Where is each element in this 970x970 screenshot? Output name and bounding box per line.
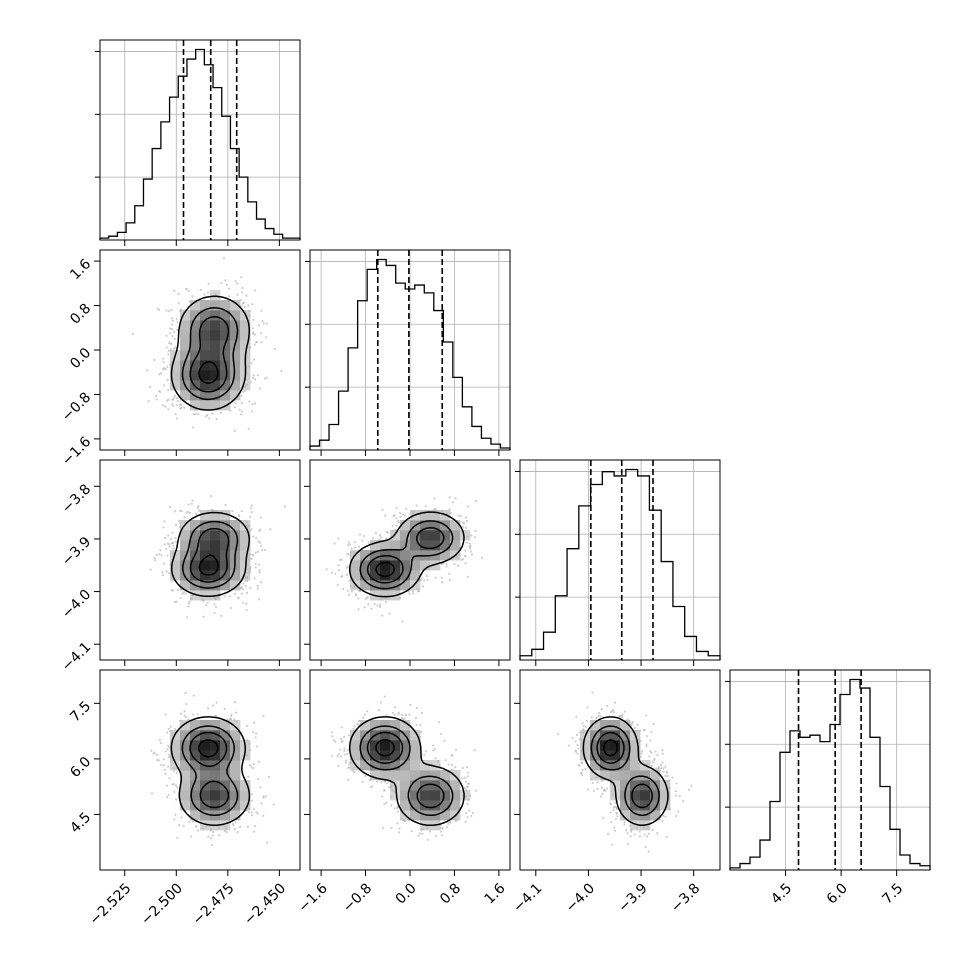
contour-1-0-2 <box>189 316 230 393</box>
contour-3-1-0 <box>348 716 465 827</box>
contour-3-2-0 <box>582 716 669 827</box>
contour-2-0-1 <box>182 520 239 589</box>
x-tick-label-2-3: −3.8 <box>668 880 703 915</box>
contours-3-1 <box>348 716 465 827</box>
x-tick-label-1-1: −0.8 <box>340 880 375 915</box>
y-tick-label-2-2: −3.9 <box>59 534 94 569</box>
contour-3-2-3 <box>602 739 619 757</box>
contour-3-1-3 <box>375 739 395 757</box>
contours-3-0 <box>170 716 251 827</box>
contours-3-2 <box>582 716 669 827</box>
x-tick-label-1-2: 0.0 <box>393 880 420 907</box>
y-tick-label-2-3: −3.8 <box>59 481 94 516</box>
x-tick-label-2-2: −3.9 <box>615 880 650 915</box>
y-tick-label-1-2: 0.0 <box>67 345 94 372</box>
contour-1-0-3 <box>198 360 219 384</box>
panel-2-0 <box>99 459 301 661</box>
scatter-2-1 <box>325 496 484 623</box>
density-3-0 <box>170 720 251 831</box>
contours-1-0 <box>170 295 251 411</box>
contour-1-0-0 <box>170 295 251 411</box>
x-tick-label-1-0: −1.6 <box>296 880 331 915</box>
contour-3-1-2 <box>366 731 445 809</box>
y-tick-label-1-4: 1.6 <box>67 256 94 283</box>
panel-3-0 <box>99 669 301 871</box>
contour-3-0-1 <box>181 725 239 816</box>
contour-2-0-3 <box>198 554 219 576</box>
contour-2-1-1 <box>359 520 454 590</box>
panel-3-3 <box>729 669 931 871</box>
contour-2-0-2 <box>189 527 230 583</box>
x-tick-label-2-1: −4.0 <box>563 880 598 915</box>
contour-1-0-1 <box>181 307 239 401</box>
x-tick-label-3-0: 4.5 <box>768 880 795 907</box>
scatter-3-2 <box>556 691 693 853</box>
contours-2-0 <box>170 511 251 597</box>
contour-2-1-3 <box>375 561 395 578</box>
density-1-0 <box>170 290 251 411</box>
y-tick-label-3-0: 4.5 <box>67 809 94 836</box>
contour-2-0-0 <box>170 511 251 597</box>
contour-3-0-0 <box>170 716 251 827</box>
histogram-2 <box>519 468 721 660</box>
x-tick-label-0-0: −2.525 <box>87 880 135 928</box>
contour-2-1-0 <box>348 511 465 598</box>
contour-3-2-1 <box>590 725 660 816</box>
x-tick-label-0-1: −2.500 <box>138 880 186 928</box>
hist-grid-3 <box>730 670 930 870</box>
y-tick-label-2-1: −4.0 <box>59 587 94 622</box>
y-tick-label-1-3: 0.8 <box>67 301 94 328</box>
x-tick-label-2-0: −4.1 <box>510 880 545 915</box>
contour-3-1-1 <box>359 725 454 817</box>
contours-2-1 <box>348 511 465 598</box>
contour-3-0-2 <box>189 731 230 809</box>
hist-grid-1 <box>310 250 510 450</box>
panel-0-0 <box>99 39 301 241</box>
x-tick-label-0-2: −2.475 <box>190 880 238 928</box>
contour-2-1-2 <box>366 526 445 584</box>
panel-2-2 <box>519 459 721 661</box>
y-tick-label-1-1: −0.8 <box>59 389 94 424</box>
panel-3-2 <box>519 669 721 871</box>
x-tick-label-0-3: −2.450 <box>241 880 289 928</box>
x-tick-label-3-2: 7.5 <box>879 880 906 907</box>
hist-grid-0 <box>100 40 300 240</box>
contour-3-2-2 <box>596 731 654 809</box>
scatter-3-1 <box>331 695 478 841</box>
histogram-3 <box>729 678 931 870</box>
y-tick-label-1-0: −1.6 <box>59 434 94 469</box>
scatter-2-0 <box>149 495 287 619</box>
histogram-1 <box>309 258 511 450</box>
y-tick-label-2-0: −4.1 <box>59 639 94 674</box>
x-tick-label-1-4: 1.6 <box>482 880 509 907</box>
x-tick-label-1-3: 0.8 <box>437 880 464 907</box>
x-tick-label-3-1: 6.0 <box>824 880 851 907</box>
histogram-0 <box>99 48 301 240</box>
hist-grid-2 <box>520 460 720 660</box>
scatter-1-0 <box>131 257 283 450</box>
y-tick-label-3-1: 6.0 <box>67 754 94 781</box>
scatter-3-0 <box>150 691 275 847</box>
contour-3-0-3 <box>198 739 219 758</box>
y-tick-label-3-2: 7.5 <box>67 698 94 725</box>
